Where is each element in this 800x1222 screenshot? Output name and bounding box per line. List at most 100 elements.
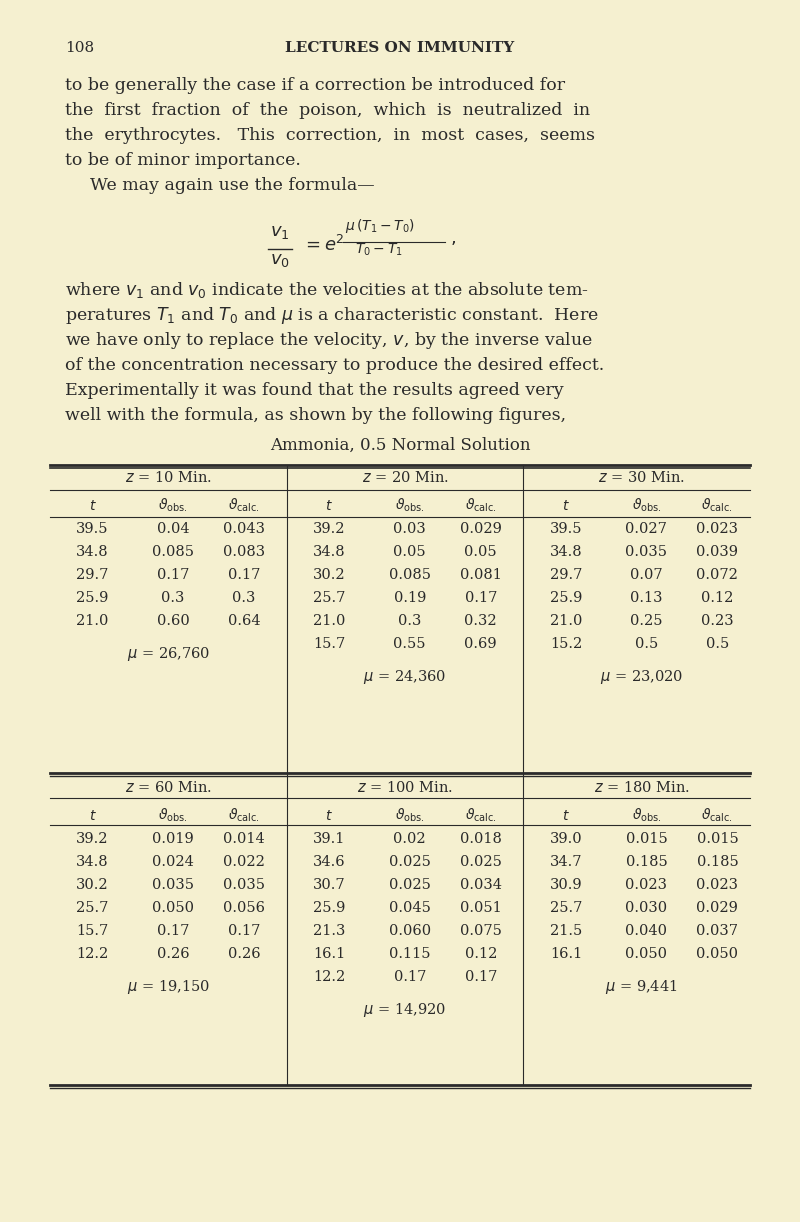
Text: 0.025: 0.025 [460,855,502,869]
Text: 25.7: 25.7 [550,901,582,915]
Text: 0.04: 0.04 [157,522,190,536]
Text: $\mu\,(T_1 - T_0)$: $\mu\,(T_1 - T_0)$ [345,218,415,235]
Text: $\vartheta_{\mathrm{obs.}}$: $\vartheta_{\mathrm{obs.}}$ [158,497,188,514]
Text: 0.17: 0.17 [228,924,260,938]
Text: $t$: $t$ [89,809,97,822]
Text: 0.17: 0.17 [394,970,426,984]
Text: 0.26: 0.26 [228,947,260,960]
Text: $\vartheta_{\mathrm{calc.}}$: $\vartheta_{\mathrm{calc.}}$ [702,497,734,514]
Text: 0.050: 0.050 [696,947,738,960]
Text: $\vartheta_{\mathrm{calc.}}$: $\vartheta_{\mathrm{calc.}}$ [465,807,497,825]
Text: 15.7: 15.7 [313,637,346,651]
Text: 34.8: 34.8 [550,545,582,558]
Text: $z$ = 20 Min.: $z$ = 20 Min. [362,470,449,485]
Text: $\vartheta_{\mathrm{calc.}}$: $\vartheta_{\mathrm{calc.}}$ [702,807,734,825]
Text: 0.185: 0.185 [626,855,667,869]
Text: 0.13: 0.13 [630,591,662,605]
Text: $\mu$ = 26,760: $\mu$ = 26,760 [126,645,210,664]
Text: 0.07: 0.07 [630,568,662,582]
Text: $\vartheta_{\mathrm{calc.}}$: $\vartheta_{\mathrm{calc.}}$ [465,497,497,514]
Text: well with the formula, as shown by the following figures,: well with the formula, as shown by the f… [65,407,566,424]
Text: 34.8: 34.8 [313,545,346,558]
Text: 0.26: 0.26 [157,947,190,960]
Text: 0.115: 0.115 [389,947,430,960]
Text: 0.185: 0.185 [697,855,738,869]
Text: 0.029: 0.029 [697,901,738,915]
Text: 39.0: 39.0 [550,832,582,846]
Text: 0.015: 0.015 [626,832,667,846]
Text: $v_0$: $v_0$ [270,251,290,269]
Text: 0.083: 0.083 [223,545,265,558]
Text: 0.050: 0.050 [152,901,194,915]
Text: we have only to replace the velocity, $v$, by the inverse value: we have only to replace the velocity, $v… [65,330,593,351]
Text: 0.32: 0.32 [465,613,497,628]
Text: LECTURES ON IMMUNITY: LECTURES ON IMMUNITY [286,42,514,55]
Text: 15.7: 15.7 [77,924,109,938]
Text: 25.9: 25.9 [550,591,582,605]
Text: 0.035: 0.035 [152,877,194,892]
Text: 0.085: 0.085 [389,568,430,582]
Text: 16.1: 16.1 [313,947,346,960]
Text: $,$: $,$ [450,229,456,247]
Text: 29.7: 29.7 [550,568,582,582]
Text: 0.60: 0.60 [157,613,190,628]
Text: $\vartheta_{\mathrm{obs.}}$: $\vartheta_{\mathrm{obs.}}$ [395,497,425,514]
Text: 0.5: 0.5 [706,637,729,651]
Text: $\mu$ = 9,441: $\mu$ = 9,441 [606,978,678,996]
Text: 21.3: 21.3 [313,924,346,938]
Text: 0.25: 0.25 [630,613,662,628]
Text: 0.3: 0.3 [398,613,422,628]
Text: 0.015: 0.015 [697,832,738,846]
Text: 39.5: 39.5 [76,522,109,536]
Text: $\vartheta_{\mathrm{obs.}}$: $\vartheta_{\mathrm{obs.}}$ [158,807,188,825]
Text: 0.027: 0.027 [626,522,667,536]
Text: of the concentration necessary to produce the desired effect.: of the concentration necessary to produc… [65,357,604,374]
Text: 21.0: 21.0 [77,613,109,628]
Text: the  first  fraction  of  the  poison,  which  is  neutralized  in: the first fraction of the poison, which … [65,101,590,119]
Text: 0.034: 0.034 [460,877,502,892]
Text: We may again use the formula—: We may again use the formula— [90,177,374,194]
Text: peratures $T_1$ and $T_0$ and $\mu$ is a characteristic constant.  Here: peratures $T_1$ and $T_0$ and $\mu$ is a… [65,306,599,326]
Text: 34.8: 34.8 [76,855,109,869]
Text: 0.018: 0.018 [460,832,502,846]
Text: 0.64: 0.64 [228,613,260,628]
Text: $t$: $t$ [89,499,97,513]
Text: 0.040: 0.040 [626,924,667,938]
Text: to be of minor importance.: to be of minor importance. [65,152,301,169]
Text: 0.056: 0.056 [223,901,265,915]
Text: 0.3: 0.3 [232,591,256,605]
Text: $t$: $t$ [562,499,570,513]
Text: $\mu$ = 19,150: $\mu$ = 19,150 [126,978,210,996]
Text: 0.17: 0.17 [465,970,497,984]
Text: 34.6: 34.6 [313,855,346,869]
Text: Experimentally it was found that the results agreed very: Experimentally it was found that the res… [65,382,564,400]
Text: 0.5: 0.5 [634,637,658,651]
Text: 0.05: 0.05 [465,545,497,558]
Text: 0.014: 0.014 [223,832,265,846]
Text: 0.023: 0.023 [696,522,738,536]
Text: 30.7: 30.7 [313,877,346,892]
Text: 25.9: 25.9 [77,591,109,605]
Text: 29.7: 29.7 [77,568,109,582]
Text: $\mu$ = 24,360: $\mu$ = 24,360 [363,668,446,686]
Text: 0.045: 0.045 [389,901,430,915]
Text: $z$ = 60 Min.: $z$ = 60 Min. [125,780,212,796]
Text: 0.023: 0.023 [696,877,738,892]
Text: 0.69: 0.69 [465,637,497,651]
Text: 25.9: 25.9 [313,901,346,915]
Text: 108: 108 [65,42,94,55]
Text: 0.17: 0.17 [157,568,190,582]
Text: 0.039: 0.039 [696,545,738,558]
Text: 0.035: 0.035 [223,877,265,892]
Text: 25.7: 25.7 [313,591,346,605]
Text: 0.025: 0.025 [389,855,430,869]
Text: $z$ = 180 Min.: $z$ = 180 Min. [594,780,690,796]
Text: $\vartheta_{\mathrm{calc.}}$: $\vartheta_{\mathrm{calc.}}$ [228,807,260,825]
Text: 0.085: 0.085 [152,545,194,558]
Text: 0.3: 0.3 [162,591,185,605]
Text: $T_0 - T_1$: $T_0 - T_1$ [355,242,403,258]
Text: $z$ = 30 Min.: $z$ = 30 Min. [598,470,685,485]
Text: where $v_1$ and $v_0$ indicate the velocities at the absolute tem-: where $v_1$ and $v_0$ indicate the veloc… [65,280,589,299]
Text: 0.019: 0.019 [152,832,194,846]
Text: 0.17: 0.17 [157,924,190,938]
